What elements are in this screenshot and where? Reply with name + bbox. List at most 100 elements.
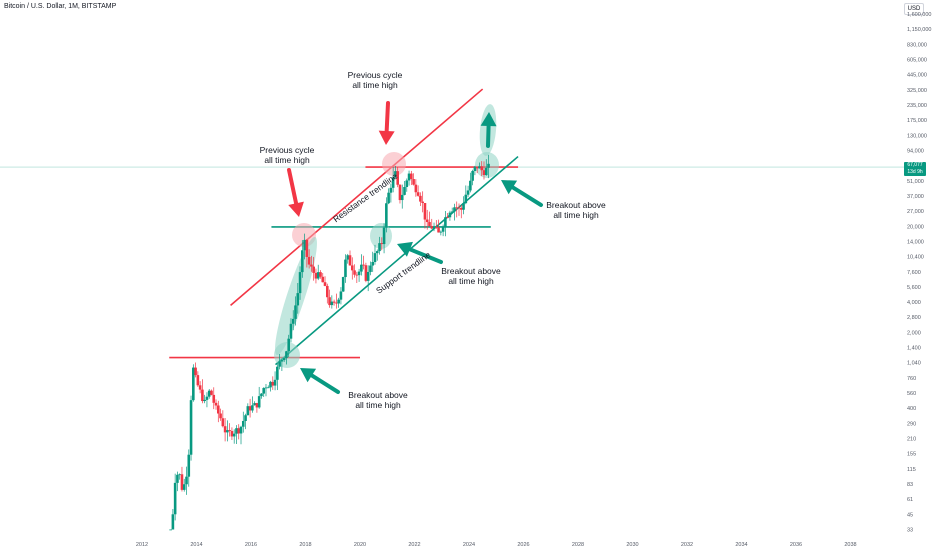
y-tick-label: 1,150,000 bbox=[907, 27, 931, 33]
y-tick-label: 235,000 bbox=[907, 103, 927, 109]
candle-body bbox=[459, 207, 463, 210]
candle-body bbox=[364, 265, 368, 281]
candle-body bbox=[403, 187, 406, 195]
candle-body bbox=[339, 291, 343, 300]
candle-body bbox=[207, 390, 211, 397]
candle-body bbox=[480, 166, 484, 171]
y-tick-label: 155 bbox=[907, 452, 916, 458]
y-tick-label: 37,000 bbox=[907, 194, 924, 200]
y-tick-label: 830,000 bbox=[907, 42, 927, 48]
candle-body bbox=[473, 166, 477, 172]
candle-body bbox=[319, 272, 322, 277]
candle-body bbox=[196, 375, 200, 386]
ath-arrow bbox=[378, 101, 395, 145]
candle-body bbox=[441, 227, 445, 232]
candle-body bbox=[453, 207, 456, 212]
last-price-tag: 67,077 13d 9h bbox=[904, 162, 926, 176]
y-tick-label: 210 bbox=[907, 437, 916, 443]
breakout-arrow bbox=[397, 241, 443, 264]
trendline bbox=[230, 88, 484, 306]
y-tick-label: 94,000 bbox=[907, 148, 924, 154]
candle-body bbox=[335, 302, 338, 304]
candle-body bbox=[294, 305, 297, 319]
rally-highlight bbox=[275, 236, 317, 356]
candle-body bbox=[400, 194, 404, 201]
candle-body bbox=[203, 399, 206, 402]
candle-body bbox=[276, 366, 279, 380]
x-tick-label: 2016 bbox=[245, 542, 257, 548]
candle-body bbox=[332, 301, 336, 303]
candle-body bbox=[396, 171, 399, 185]
candle-body bbox=[423, 203, 427, 220]
y-tick-label: 130,000 bbox=[907, 133, 927, 139]
candle-body bbox=[348, 255, 352, 266]
y-tick-label: 445,000 bbox=[907, 73, 927, 79]
candle-body bbox=[212, 394, 216, 403]
candle-body bbox=[323, 282, 327, 286]
y-tick-label: 560 bbox=[907, 391, 916, 397]
candle-body bbox=[375, 251, 379, 254]
currency-selector[interactable]: USD bbox=[904, 3, 924, 15]
candle-body bbox=[298, 272, 302, 294]
candle-body bbox=[419, 195, 422, 202]
candle-body bbox=[344, 259, 347, 278]
candle-body bbox=[235, 428, 238, 434]
last-price-value: 67,077 bbox=[907, 162, 923, 168]
y-tick-label: 1,040 bbox=[907, 361, 921, 367]
candle-body bbox=[410, 173, 413, 180]
x-tick-label: 2026 bbox=[517, 542, 529, 548]
annotation-breakout-2017: Breakout above all time high bbox=[348, 390, 408, 410]
candle-body bbox=[337, 299, 340, 304]
ath-arrow bbox=[287, 168, 304, 217]
candle-body bbox=[360, 264, 363, 272]
candle-body bbox=[464, 194, 468, 204]
candle-body bbox=[341, 277, 345, 292]
x-tick-label: 2034 bbox=[735, 542, 747, 548]
candle-body bbox=[303, 239, 306, 251]
candle-body bbox=[362, 264, 365, 266]
candle-body bbox=[264, 387, 268, 389]
candle-body bbox=[241, 420, 245, 427]
y-tick-label: 61 bbox=[907, 497, 913, 503]
x-tick-label: 2012 bbox=[136, 542, 148, 548]
candle-body bbox=[217, 405, 220, 414]
candle-body bbox=[246, 406, 250, 416]
candle-body bbox=[469, 180, 472, 191]
candle-body bbox=[412, 179, 415, 185]
y-tick-label: 83 bbox=[907, 482, 913, 488]
candle-body bbox=[296, 293, 300, 306]
candle-body bbox=[478, 166, 481, 169]
candle-body bbox=[287, 338, 290, 352]
candle-body bbox=[482, 170, 486, 176]
candle-body bbox=[484, 167, 488, 176]
projection-arrow bbox=[480, 112, 497, 148]
candle-body bbox=[394, 171, 397, 178]
candle-body bbox=[398, 184, 402, 201]
candle-body bbox=[407, 173, 411, 181]
candle-body bbox=[221, 418, 225, 427]
chart-title: Bitcoin / U.S. Dollar, 1M, BITSTAMP bbox=[4, 3, 117, 10]
y-tick-label: 290 bbox=[907, 421, 916, 427]
candle-body bbox=[205, 396, 209, 400]
candle-body bbox=[391, 177, 395, 188]
candle-body bbox=[266, 387, 270, 389]
candle-body bbox=[253, 403, 256, 406]
annotation-breakout-2020: Breakout above all time high bbox=[441, 266, 501, 286]
y-tick-label: 45 bbox=[907, 512, 913, 518]
candle-body bbox=[330, 301, 334, 306]
x-tick-label: 2024 bbox=[463, 542, 475, 548]
candle-body bbox=[248, 406, 252, 411]
candle-body bbox=[471, 171, 474, 181]
y-tick-label: 10,400 bbox=[907, 255, 924, 261]
candle-body bbox=[269, 381, 272, 388]
candle-body bbox=[178, 474, 181, 476]
x-tick-label: 2030 bbox=[626, 542, 638, 548]
candle-body bbox=[237, 428, 241, 434]
candle-body bbox=[219, 413, 222, 419]
candle-body bbox=[180, 474, 184, 490]
candle-body bbox=[210, 390, 213, 395]
candle-body bbox=[314, 272, 318, 279]
x-tick-label: 2032 bbox=[681, 542, 693, 548]
ath-highlight bbox=[292, 223, 316, 247]
